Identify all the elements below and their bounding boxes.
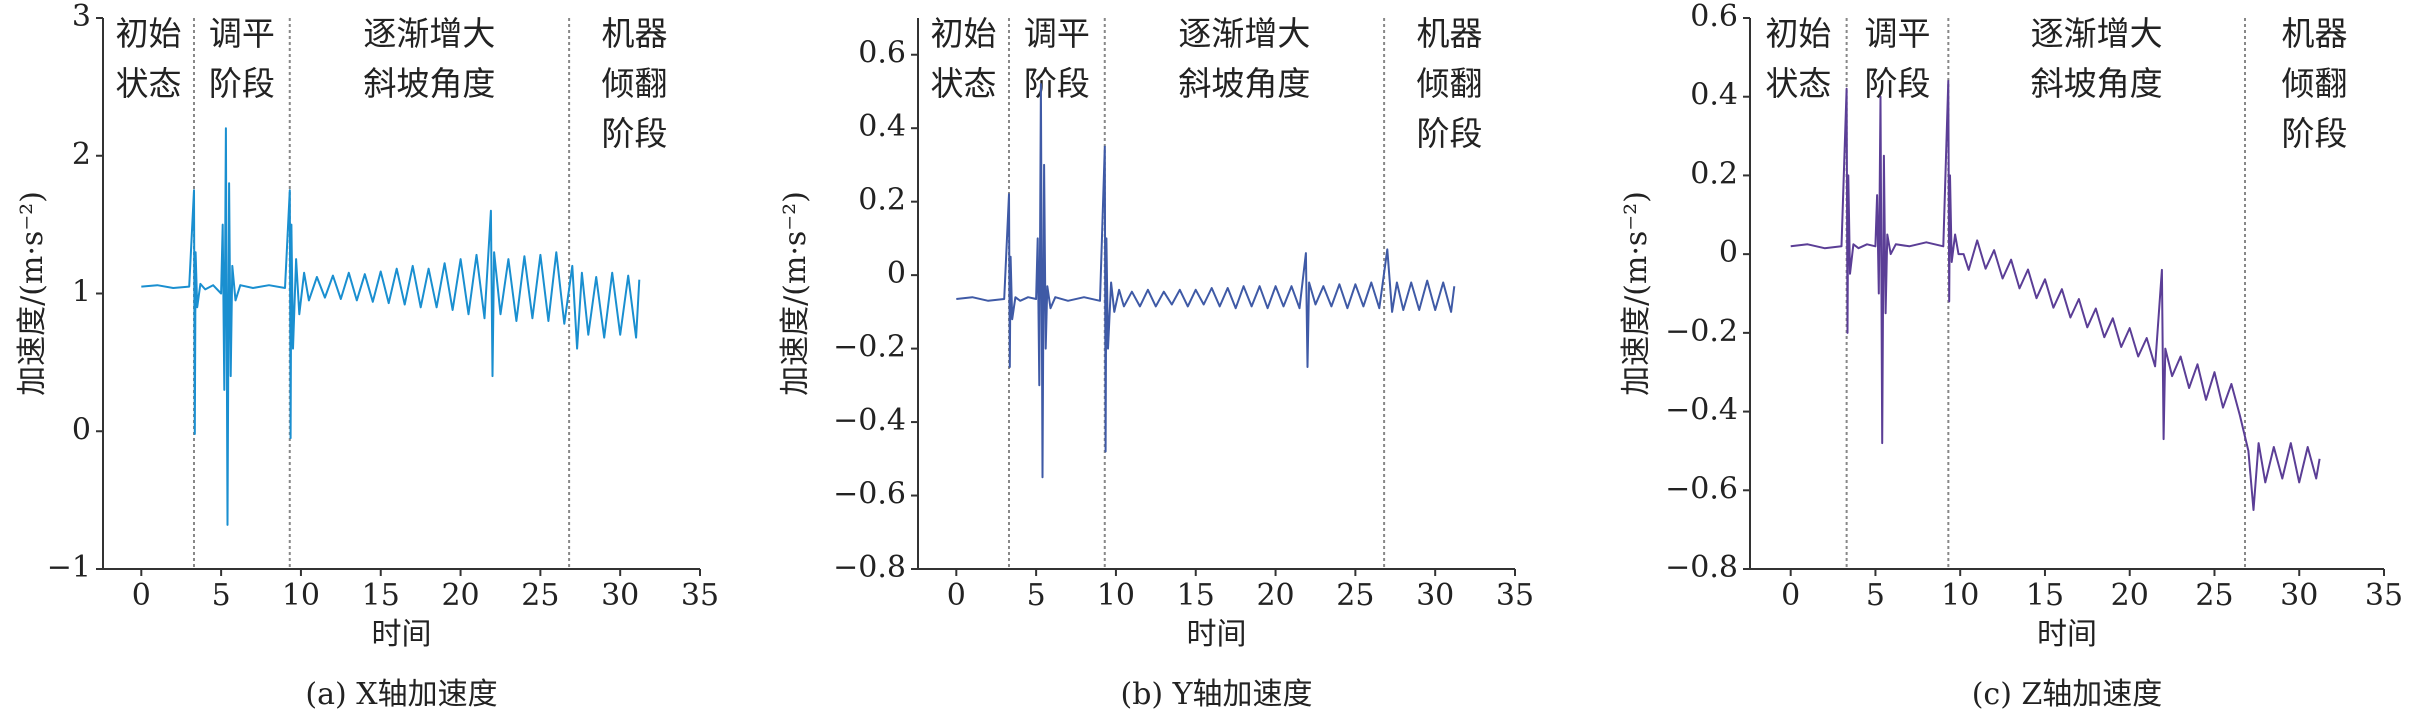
phase-label: 状态 [1765, 64, 1831, 103]
x-tick-label: 25 [521, 578, 559, 613]
phase-label: 倾翻 [1417, 64, 1483, 103]
phase-label: 阶段 [1417, 114, 1483, 153]
phase-label: 倾翻 [2281, 64, 2347, 103]
x-tick-label: 0 [1781, 578, 1800, 613]
x-tick-label: 15 [362, 578, 400, 613]
y-tick-label: 0.2 [1690, 156, 1738, 191]
phase-label: 阶段 [602, 114, 668, 153]
x-tick-label: 20 [1256, 578, 1294, 613]
phase-label: 机器 [1417, 14, 1483, 53]
signal-line [1790, 80, 2321, 511]
x-tick-label: 30 [1416, 578, 1454, 613]
y-tick-label: 0 [887, 256, 906, 291]
phase-label: 机器 [2281, 14, 2347, 53]
x-tick-label: 15 [1177, 578, 1215, 613]
y-tick-label: 2 [72, 137, 91, 172]
x-tick-label: 10 [1097, 578, 1135, 613]
x-tick-label: 10 [1941, 578, 1979, 613]
x-axis-label: 时间 [2037, 617, 2097, 652]
x-axis-label: 时间 [1187, 617, 1247, 652]
caption: (c) Z轴加速度 [1972, 677, 2163, 712]
phase-label: 调平 [209, 14, 275, 53]
y-tick-label: −0.8 [1665, 550, 1738, 585]
x-axis-label: 时间 [372, 617, 432, 652]
y-tick-label: 0.6 [858, 36, 906, 71]
phase-label: 逐渐增大 [1178, 14, 1310, 53]
x-tick-label: 5 [1866, 578, 1885, 613]
phase-label: 调平 [1024, 14, 1090, 53]
y-tick-label: 0.2 [858, 183, 906, 218]
y-tick-label: −0.6 [1665, 471, 1738, 506]
x-tick-label: 5 [212, 578, 231, 613]
x-tick-label: 25 [1336, 578, 1374, 613]
x-tick-label: 10 [282, 578, 320, 613]
y-tick-label: 1 [72, 275, 91, 310]
x-tick-label: 25 [2195, 578, 2233, 613]
x-tick-label: 30 [601, 578, 639, 613]
x-tick-label: 35 [2365, 578, 2403, 613]
phase-label: 斜坡角度 [363, 64, 495, 103]
x-tick-label: 30 [2280, 578, 2318, 613]
phase-label: 机器 [602, 14, 668, 53]
y-tick-label: −0.2 [833, 330, 906, 365]
y-tick-label: 3 [72, 0, 91, 34]
y-axis-label: 加速度/(m·s⁻²) [1619, 191, 1654, 396]
x-tick-label: 5 [1027, 578, 1046, 613]
y-axis-label: 加速度/(m·s⁻²) [778, 191, 813, 396]
caption: (b) Y轴加速度 [1121, 677, 1313, 712]
phase-label: 初始 [1765, 14, 1831, 53]
phase-label: 阶段 [1864, 64, 1930, 103]
phase-label: 调平 [1864, 14, 1930, 53]
x-tick-label: 15 [2026, 578, 2064, 613]
phase-label: 斜坡角度 [2031, 64, 2163, 103]
y-tick-label: 0.4 [858, 109, 906, 144]
y-tick-label: 0 [72, 412, 91, 447]
phase-label: 阶段 [2281, 114, 2347, 153]
phase-label: 逐渐增大 [2031, 14, 2163, 53]
phase-label: 初始 [930, 14, 996, 53]
x-tick-label: 20 [2111, 578, 2149, 613]
y-tick-label: −0.8 [833, 550, 906, 585]
caption: (a) X轴加速度 [305, 677, 497, 712]
y-tick-label: −0.2 [1665, 314, 1738, 349]
x-tick-label: 20 [441, 578, 479, 613]
phase-label: 逐渐增大 [363, 14, 495, 53]
phase-label: 状态 [930, 64, 996, 103]
phase-label: 状态 [115, 64, 181, 103]
x-tick-label: 35 [1496, 578, 1534, 613]
y-tick-label: −0.4 [1665, 393, 1738, 428]
y-tick-label: 0.4 [1690, 78, 1738, 113]
x-tick-label: 35 [681, 578, 719, 613]
x-tick-label: 0 [947, 578, 966, 613]
phase-label: 初始 [115, 14, 181, 53]
signal-line [141, 127, 641, 526]
phase-label: 阶段 [209, 64, 275, 103]
phase-label: 倾翻 [602, 64, 668, 103]
y-axis-label: 加速度/(m·s⁻²) [15, 191, 50, 396]
y-tick-label: −0.6 [833, 477, 906, 512]
x-tick-label: 0 [132, 578, 151, 613]
y-tick-label: 0.6 [1690, 0, 1738, 34]
y-tick-label: −1 [47, 550, 91, 585]
signal-line [956, 83, 1456, 479]
y-tick-label: −0.4 [833, 403, 906, 438]
phase-label: 阶段 [1024, 64, 1090, 103]
phase-label: 斜坡角度 [1178, 64, 1310, 103]
y-tick-label: 0 [1719, 235, 1738, 270]
